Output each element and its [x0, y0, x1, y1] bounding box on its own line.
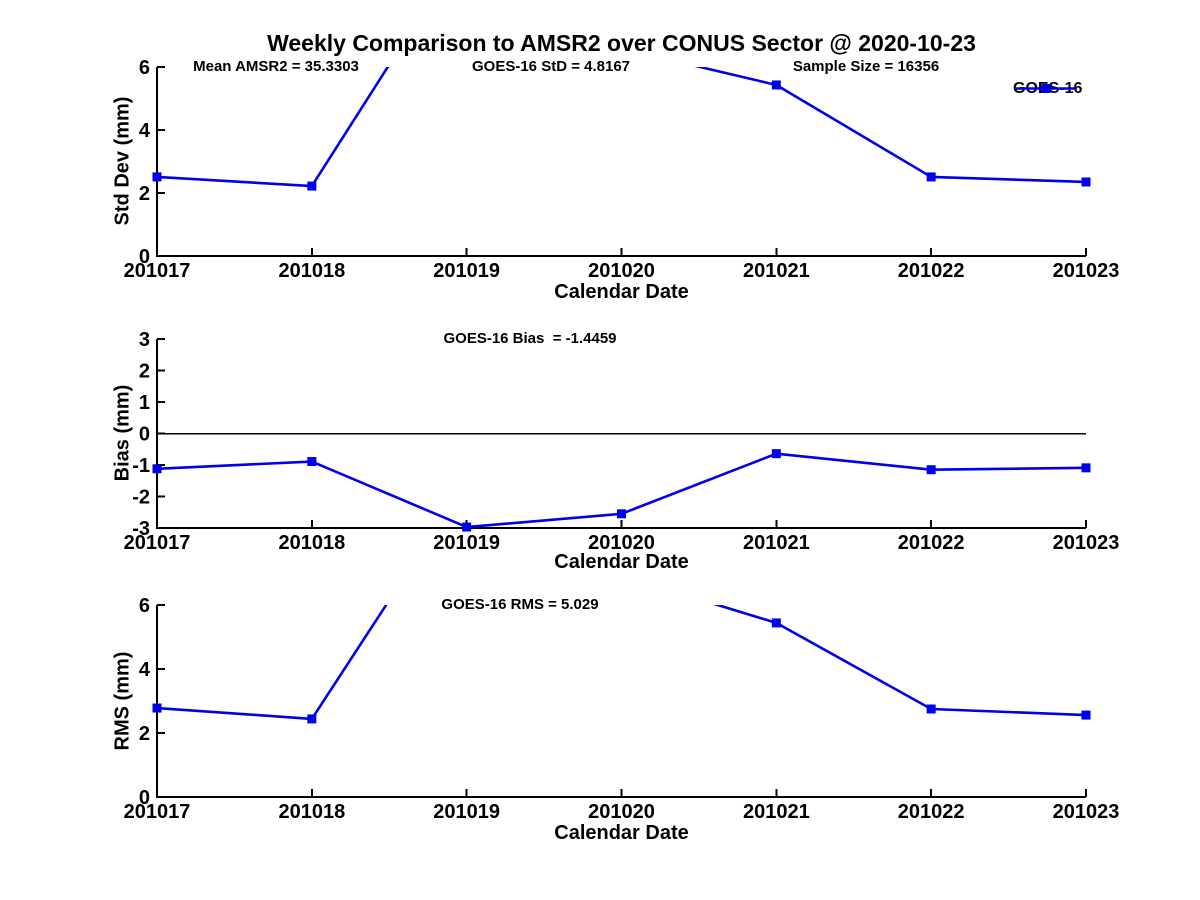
x-tick-label: 201019: [433, 260, 500, 282]
data-point-marker: [617, 509, 626, 519]
x-axis-label-bias: Calendar Date: [554, 551, 689, 573]
data-point-marker: [462, 522, 472, 532]
x-axis-label-rms: Calendar Date: [554, 822, 689, 844]
data-point-marker: [926, 172, 936, 182]
x-tick-label: 201017: [124, 260, 191, 282]
x-tick-label: 201020: [588, 260, 655, 282]
data-point-marker: [1081, 177, 1091, 187]
data-point-marker: [152, 703, 162, 713]
x-tick-label: 201018: [278, 260, 345, 282]
data-point-marker: [1081, 710, 1091, 720]
x-tick-label: 201021: [743, 532, 810, 554]
y-tick-label: 6: [139, 57, 150, 79]
y-tick-label: 6: [139, 595, 150, 617]
y-axis-label-stddev: Std Dev (mm): [111, 96, 134, 226]
data-point-marker: [307, 714, 317, 724]
x-tick-label: 201020: [588, 801, 655, 823]
x-tick-label: 201018: [278, 801, 345, 823]
y-tick-label: 1: [139, 392, 150, 414]
x-tick-label: 201018: [278, 532, 345, 554]
x-tick-label: 201022: [898, 801, 965, 823]
data-point-marker: [307, 457, 317, 467]
x-tick-label: 201023: [1053, 532, 1120, 554]
series-group: [152, 449, 1091, 532]
x-tick-label: 201022: [898, 260, 965, 282]
stat-annotation: GOES-16 RMS = 5.029: [441, 596, 599, 613]
figure-title: Weekly Comparison to AMSR2 over CONUS Se…: [267, 30, 976, 56]
data-series-line: [156, 67, 1087, 188]
x-tick-label: 201021: [743, 801, 810, 823]
y-axis-label-bias: Bias (mm): [111, 384, 134, 482]
stat-annotation: Mean AMSR2 = 35.3303: [193, 58, 359, 75]
y-tick-label: 0: [139, 246, 150, 268]
data-point-marker: [462, 477, 471, 486]
stat-annotation: GOES-16 StD = 4.8167: [472, 58, 630, 75]
stat-annotation: GOES-16 Bias = -1.4459: [443, 330, 617, 347]
series-group: [152, 477, 1091, 724]
y-tick-label: -3: [132, 518, 150, 540]
data-point-marker: [926, 704, 936, 714]
y-tick-label: 2: [139, 183, 150, 205]
x-tick-label: 201019: [433, 801, 500, 823]
y-tick-label: 4: [139, 659, 151, 681]
y-tick-label: -1: [132, 455, 150, 477]
x-tick-label: 201022: [898, 532, 965, 554]
x-tick-label: 201020: [588, 532, 655, 554]
x-tick-label: 201023: [1053, 801, 1120, 823]
x-tick-label: 201017: [124, 532, 191, 554]
y-tick-label: 4: [139, 120, 151, 142]
y-tick-label: 3: [139, 329, 150, 351]
y-tick-label: 0: [139, 424, 150, 446]
legend-line-marker-icon: [1015, 84, 1077, 93]
data-point-marker: [152, 464, 162, 474]
data-point-marker: [307, 181, 317, 191]
x-tick-label: 201023: [1053, 260, 1120, 282]
series-group: [152, 67, 1091, 191]
x-tick-label: 201019: [433, 532, 500, 554]
stat-annotation: Sample Size = 16356: [792, 58, 940, 75]
data-point-marker: [152, 172, 162, 182]
y-axis-label-rms: RMS (mm): [111, 651, 134, 751]
x-tick-label: 201021: [743, 260, 810, 282]
data-point-marker: [771, 80, 781, 90]
x-axis-label-stddev: Calendar Date: [554, 281, 689, 303]
data-point-marker: [771, 449, 781, 459]
y-tick-label: 2: [139, 723, 150, 745]
x-tick-label: 201017: [124, 801, 191, 823]
y-tick-label: 2: [139, 361, 150, 383]
y-tick-label: -2: [132, 487, 150, 509]
data-point-marker: [771, 618, 781, 628]
legend: GOES-16: [1013, 80, 1082, 97]
data-point-marker: [926, 465, 936, 475]
data-point-marker: [1081, 463, 1091, 473]
y-tick-label: 0: [139, 787, 150, 809]
